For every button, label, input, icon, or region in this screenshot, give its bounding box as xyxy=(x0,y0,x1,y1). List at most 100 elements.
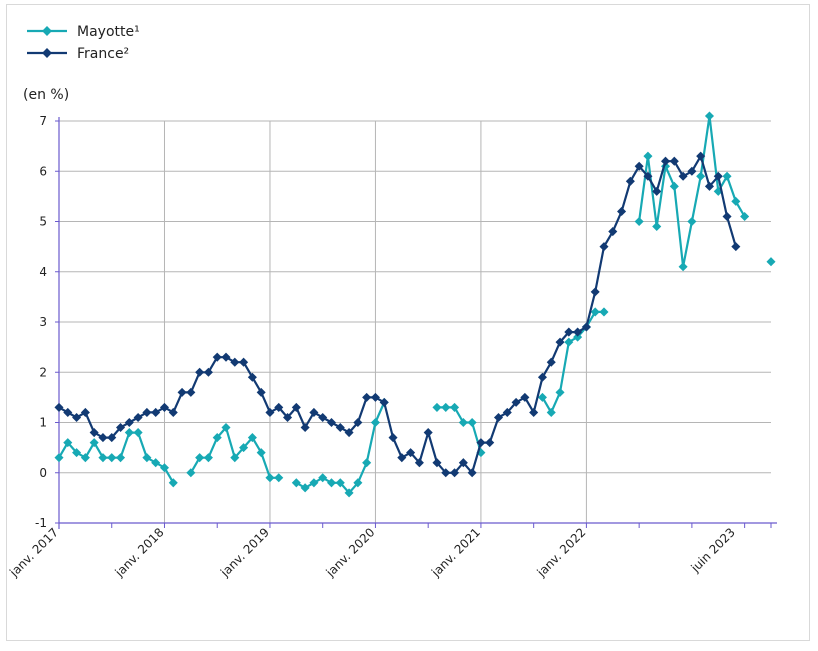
data-point xyxy=(133,412,143,423)
y-tick-label: 3 xyxy=(39,315,47,329)
data-point xyxy=(617,206,627,216)
data-point xyxy=(212,433,222,443)
data-point xyxy=(116,422,126,433)
data-point xyxy=(230,357,240,367)
data-point xyxy=(159,402,170,412)
data-point xyxy=(318,412,328,423)
data-point xyxy=(678,262,688,272)
data-point xyxy=(643,151,653,161)
data-point xyxy=(599,307,609,317)
data-point xyxy=(529,407,539,417)
y-tick-label: 2 xyxy=(39,365,47,379)
data-point xyxy=(362,458,372,468)
data-point xyxy=(652,221,662,232)
data-point xyxy=(98,453,108,463)
series-line xyxy=(58,155,737,474)
data-point xyxy=(247,433,257,443)
data-point xyxy=(493,412,504,423)
data-point xyxy=(256,448,266,458)
data-point xyxy=(203,367,213,377)
legend-label: France² xyxy=(77,46,129,62)
data-point xyxy=(564,337,574,347)
data-point xyxy=(740,211,750,222)
data-point xyxy=(766,257,776,267)
data-point xyxy=(151,458,161,468)
data-point xyxy=(467,417,477,428)
data-point xyxy=(89,428,99,438)
data-point xyxy=(142,407,152,417)
legend-marker xyxy=(42,48,52,58)
data-point xyxy=(256,387,266,397)
y-tick-label: 6 xyxy=(39,164,47,178)
data-point xyxy=(546,357,556,367)
data-point xyxy=(432,402,442,412)
data-point xyxy=(98,433,108,443)
x-tick-label: juin 2023 xyxy=(688,525,738,575)
data-point xyxy=(274,473,284,483)
series-mayotte xyxy=(54,111,776,498)
data-point xyxy=(696,171,706,181)
data-point xyxy=(63,407,73,417)
chart-frame: Mayotte¹ France² (en %) -1 0 1 2 3 4 5 6 7 janv. 2… xyxy=(6,4,810,641)
data-point xyxy=(511,397,521,407)
x-tick-label: janv. 2019 xyxy=(217,525,272,580)
data-point xyxy=(370,392,380,402)
data-point xyxy=(203,453,213,463)
data-point xyxy=(441,402,451,412)
data-point xyxy=(195,367,205,377)
data-point xyxy=(731,196,741,206)
data-point xyxy=(326,417,337,428)
y-axis-label: (en %) xyxy=(23,87,69,103)
data-point xyxy=(555,387,565,397)
data-point xyxy=(300,422,310,433)
data-point xyxy=(221,352,231,362)
data-point xyxy=(195,453,205,463)
axes: -1 0 1 2 3 4 5 6 7 janv. 2017 janv. 2018 janv. 2019… xyxy=(7,114,777,580)
data-point xyxy=(151,407,161,417)
x-tick-label: janv. 2022 xyxy=(534,525,589,580)
line-chart: Mayotte¹ France² (en %) -1 0 1 2 3 4 5 6 7 janv. 2… xyxy=(7,24,777,580)
x-tick-label: janv. 2018 xyxy=(112,525,167,580)
data-point xyxy=(186,468,196,478)
data-point xyxy=(54,402,64,412)
data-point xyxy=(72,412,82,423)
data-point xyxy=(669,181,679,191)
y-tick-label: 5 xyxy=(39,215,47,229)
data-point xyxy=(168,407,178,417)
series-france xyxy=(54,151,741,478)
data-point xyxy=(590,307,600,317)
data-point xyxy=(186,387,196,397)
data-point xyxy=(335,422,345,433)
data-point xyxy=(660,156,671,166)
data-point xyxy=(485,438,495,448)
data-point xyxy=(309,478,319,488)
data-point xyxy=(450,402,460,412)
data-point xyxy=(72,448,82,458)
data-point xyxy=(388,433,398,443)
y-tick-label: 4 xyxy=(39,265,47,279)
data-point xyxy=(608,227,618,237)
data-point xyxy=(362,392,372,402)
data-point xyxy=(669,156,679,166)
data-point xyxy=(300,483,310,493)
data-point xyxy=(722,211,732,222)
data-point xyxy=(159,463,170,473)
data-point xyxy=(133,428,143,438)
data-point xyxy=(54,453,64,463)
data-point xyxy=(309,407,319,417)
data-point xyxy=(678,171,688,181)
data-point xyxy=(168,478,178,488)
data-point xyxy=(423,428,433,438)
legend: Mayotte¹ France² xyxy=(27,24,140,62)
data-point xyxy=(379,397,389,407)
legend-label: Mayotte¹ xyxy=(77,24,140,40)
data-point xyxy=(625,176,635,186)
y-tick-label: 0 xyxy=(39,466,47,480)
legend-marker xyxy=(42,26,52,36)
gridlines xyxy=(59,120,771,524)
data-point xyxy=(89,438,99,448)
x-tick-label: janv. 2020 xyxy=(323,525,378,580)
data-point xyxy=(704,181,714,191)
data-point xyxy=(239,443,249,453)
data-point xyxy=(537,372,547,382)
